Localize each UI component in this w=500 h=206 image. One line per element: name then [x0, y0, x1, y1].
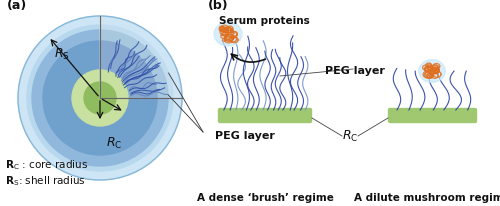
- Circle shape: [43, 41, 157, 155]
- Ellipse shape: [214, 22, 242, 46]
- Wedge shape: [100, 16, 182, 98]
- Text: A dense ‘brush’ regime: A dense ‘brush’ regime: [196, 193, 334, 203]
- Circle shape: [18, 16, 182, 180]
- Circle shape: [84, 82, 116, 114]
- Wedge shape: [100, 41, 157, 98]
- Wedge shape: [100, 14, 184, 98]
- Text: $\it{R}_\mathrm{S}$: $\it{R}_\mathrm{S}$: [54, 46, 70, 62]
- Text: $\it{R}_\mathrm{C}$: $\it{R}_\mathrm{C}$: [342, 129, 358, 144]
- Ellipse shape: [418, 60, 446, 82]
- Text: PEG layer: PEG layer: [325, 66, 385, 76]
- Text: $\bf{R}_\mathrm{C}$ : core radius: $\bf{R}_\mathrm{C}$ : core radius: [5, 158, 88, 172]
- Wedge shape: [100, 70, 128, 98]
- Wedge shape: [100, 25, 173, 98]
- FancyBboxPatch shape: [388, 109, 476, 123]
- Text: (a): (a): [7, 0, 27, 12]
- Circle shape: [72, 70, 128, 126]
- Text: (b): (b): [208, 0, 229, 12]
- Text: PEG layer: PEG layer: [215, 131, 275, 141]
- Text: A dilute mushroom regime: A dilute mushroom regime: [354, 193, 500, 203]
- Text: $\bf{R}_\mathrm{S}$: shell radius: $\bf{R}_\mathrm{S}$: shell radius: [5, 174, 86, 188]
- Circle shape: [27, 25, 173, 171]
- FancyBboxPatch shape: [218, 109, 312, 123]
- Circle shape: [32, 30, 168, 166]
- Wedge shape: [100, 82, 116, 98]
- Text: Serum proteins: Serum proteins: [218, 16, 310, 26]
- Wedge shape: [100, 30, 168, 98]
- Text: $\it{R}_\mathrm{C}$: $\it{R}_\mathrm{C}$: [106, 136, 122, 151]
